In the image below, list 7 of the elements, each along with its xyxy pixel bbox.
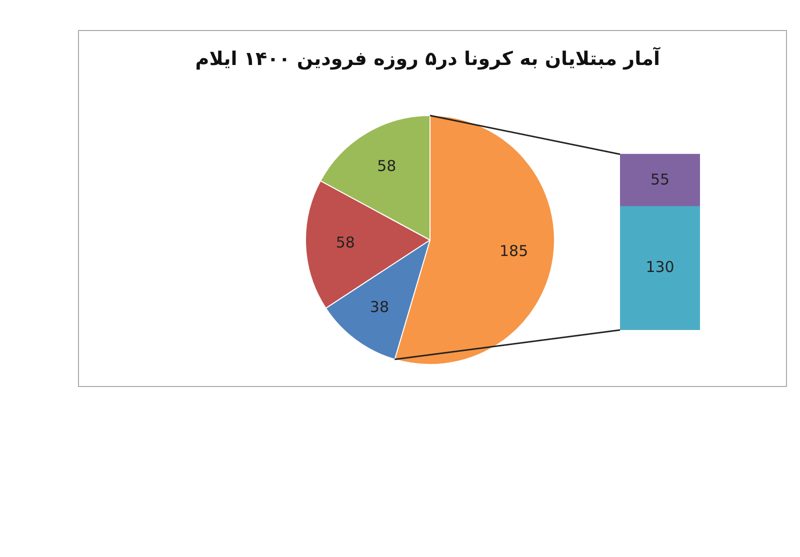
chart-title: آمار مبتلایان به کرونا در۵ روزه فرودین ۱۴۰۰ ایلام: [194, 48, 660, 70]
data-label: 185: [499, 242, 528, 260]
data-label: 58: [377, 157, 396, 176]
data-label: 58: [336, 233, 355, 252]
data-label: 38: [370, 298, 390, 316]
data-label: 55: [650, 170, 670, 188]
data-label: 130: [646, 258, 674, 276]
